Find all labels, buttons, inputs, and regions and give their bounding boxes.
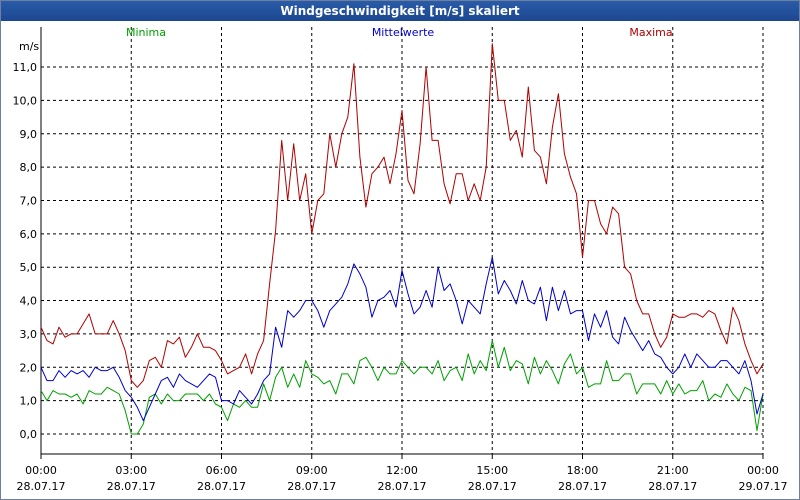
y-tick-label: 3,0 <box>20 328 38 341</box>
x-tick-time-label: 15:00 <box>476 464 508 477</box>
chart-area: 0,0 1,0 2,0 3,0 4,0 5,0 6,0 7,0 8,0 9,0 10,0 11,0 00… <box>13 26 788 493</box>
x-tick-time-label: 18:00 <box>567 464 599 477</box>
series-line-maxima <box>40 43 764 388</box>
y-axis-unit-label: m/s <box>19 40 39 53</box>
x-tick-date-label: 28.07.17 <box>378 480 427 493</box>
labels: 0,0 1,0 2,0 3,0 4,0 5,0 6,0 7,0 8,0 9,0 10,0 11,0 00… <box>13 26 788 493</box>
x-tick-date-label: 28.07.17 <box>468 480 517 493</box>
series-line-mittelwerte <box>40 256 764 422</box>
x-tick-time-label: 00:00 <box>25 464 57 477</box>
y-tick-label: 8,0 <box>20 161 38 174</box>
x-tick-date-label: 28.07.17 <box>648 480 697 493</box>
legend-mittelwerte: Mittelwerte <box>372 26 435 39</box>
window-title: Windgeschwindigkeit [m/s] skaliert <box>1 1 799 21</box>
x-tick-time-label: 12:00 <box>386 464 418 477</box>
y-tick-label: 1,0 <box>20 395 38 408</box>
legend-minima: Minima <box>126 26 166 39</box>
y-tick-label: 9,0 <box>20 128 38 141</box>
y-tick-label: 2,0 <box>20 361 38 374</box>
y-tick-label: 10,0 <box>13 94 38 107</box>
y-tick-label: 7,0 <box>20 194 38 207</box>
x-tick-date-label: 28.07.17 <box>558 480 607 493</box>
y-tick-label: 0,0 <box>20 428 38 441</box>
y-tick-label: 4,0 <box>20 295 38 308</box>
x-tick-date-label: 28.07.17 <box>197 480 246 493</box>
y-tick-label: 5,0 <box>20 261 38 274</box>
legend-maxima: Maxima <box>629 26 672 39</box>
y-tick-label: 6,0 <box>20 228 38 241</box>
x-tick-time-label: 06:00 <box>206 464 238 477</box>
x-tick-date-label: 28.07.17 <box>107 480 156 493</box>
series-line-minima <box>40 340 764 435</box>
x-tick-time-label: 03:00 <box>115 464 147 477</box>
x-tick-time-label: 21:00 <box>657 464 689 477</box>
axes <box>40 27 764 459</box>
x-tick-date-label: 28.07.17 <box>17 480 66 493</box>
x-tick-date-label: 28.07.17 <box>287 480 336 493</box>
x-tick-time-label: 00:00 <box>747 464 779 477</box>
x-tick-time-label: 09:00 <box>296 464 328 477</box>
y-tick-label: 11,0 <box>13 61 38 74</box>
grid <box>41 27 764 454</box>
series-layer <box>40 43 764 435</box>
x-tick-date-label: 29.07.17 <box>739 480 788 493</box>
